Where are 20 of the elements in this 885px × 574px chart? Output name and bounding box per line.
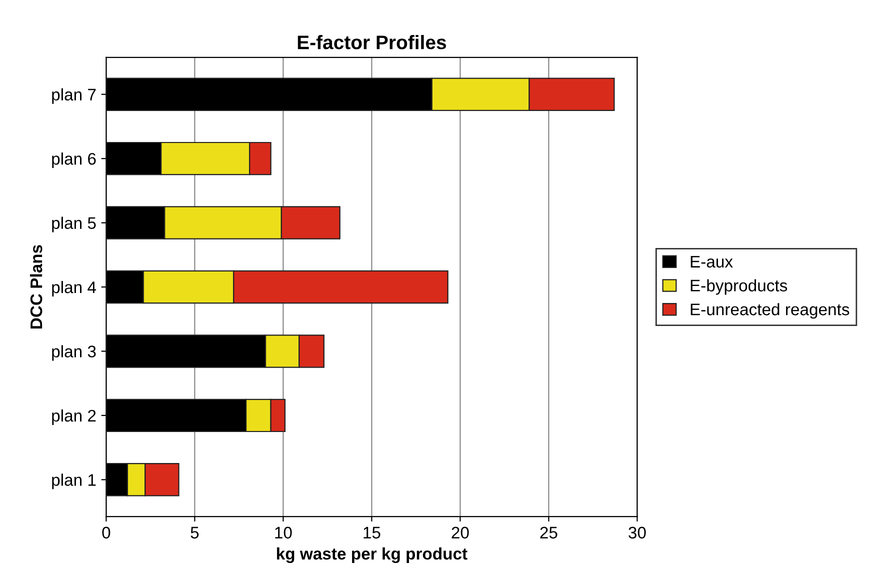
y-tick-label: plan 1 (52, 474, 96, 490)
x-axis-title: kg waste per kg product (277, 547, 468, 564)
legend-label: E-unreacted reagents (690, 303, 850, 319)
y-tick-label: plan 6 (52, 152, 96, 168)
y-tick-label: plan 7 (52, 88, 96, 104)
x-tick-label: 25 (540, 526, 558, 539)
x-tick-label: 0 (102, 526, 110, 539)
x-tick-label: 15 (364, 526, 380, 539)
y-axis-title: DCC Plans (30, 245, 42, 328)
x-tick-label: 30 (628, 526, 646, 539)
y-tick-label: plan 4 (52, 280, 96, 296)
x-tick-label: 5 (190, 526, 199, 539)
y-tick-label: plan 3 (52, 345, 96, 361)
legend-label: E-byproducts (690, 279, 788, 295)
y-tick-label: plan 2 (52, 409, 96, 425)
x-tick-label: 20 (452, 526, 469, 539)
chart-title: E-factor Profiles (298, 34, 446, 50)
legend-label: E-aux (690, 256, 733, 268)
y-tick-label: plan 5 (52, 216, 96, 232)
x-tick-label: 10 (275, 526, 292, 539)
